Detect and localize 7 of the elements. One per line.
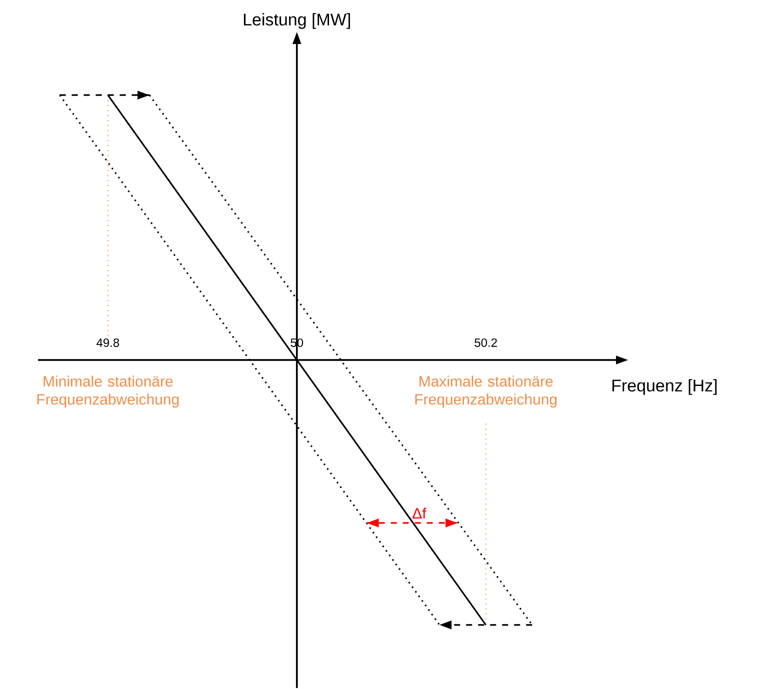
- x-tick-label: 49.8: [96, 338, 120, 347]
- ref-line-label: Maximale stationäre Frequenzabweichung: [415, 376, 557, 408]
- ref-line-label: Minimale stationäre Frequenzabweichung: [37, 376, 179, 408]
- annotation: Δf: [412, 508, 426, 518]
- x-axis-title: Frequenz [Hz]: [612, 379, 717, 395]
- y-axis-title: Leistung [MW]: [244, 13, 350, 29]
- x-tick-label: 50.2: [474, 338, 497, 347]
